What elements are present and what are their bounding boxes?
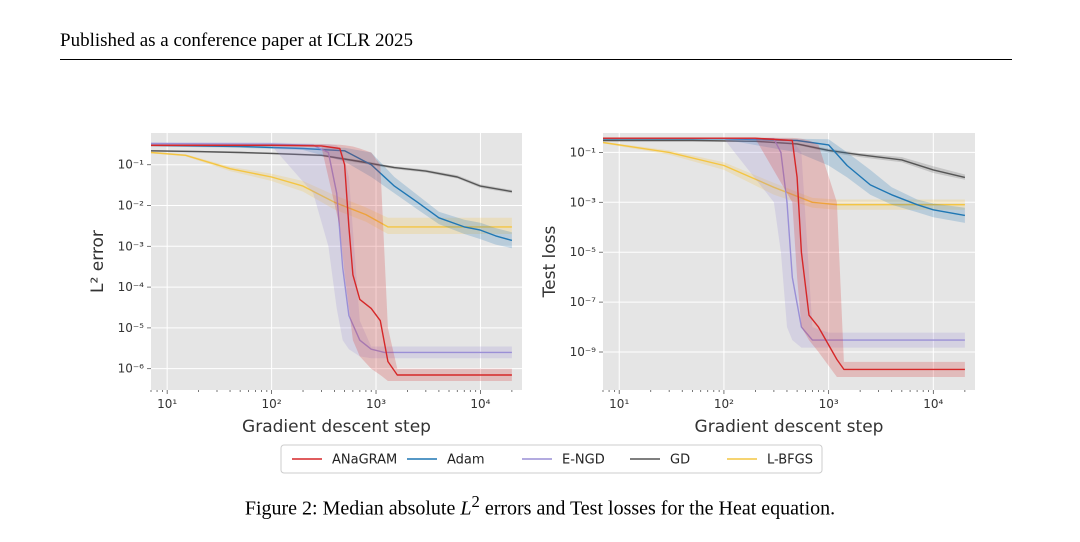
x-tick-label: 10¹ [157, 397, 177, 411]
band-e-ngd [603, 137, 965, 348]
panel-test-loss: 10¹ 10² 10³ 10⁴ 10⁻⁹ 10⁻⁷ 10⁻⁵ 10⁻³ 10⁻¹ Gradient… [540, 133, 975, 437]
figure-canvas: 10¹ 10² 10³ 10⁴ 10⁻⁶ 10⁻⁵ 10⁻⁴ 10⁻³ 10⁻² 10⁻¹ Grad… [88, 133, 975, 474]
x-tick-label: 10² [714, 397, 734, 411]
legend: ANaGRAM Adam E-NGD GD L-BFGS [280, 444, 823, 474]
x-tick-label: 10⁴ [923, 397, 943, 411]
running-header: Published as a conference paper at ICLR … [60, 30, 413, 51]
line-anagram [151, 144, 512, 376]
band-anagram [603, 137, 965, 377]
line-gd [603, 139, 966, 179]
band-e-ngd [151, 142, 512, 359]
legend-label-anagram: ANaGRAM [332, 453, 397, 468]
y-tick-label: 10⁻⁵ [570, 245, 597, 259]
line-l-bfgs [603, 141, 965, 206]
y-tick-label: 10⁻¹ [570, 145, 597, 159]
legend-label-l-bfgs: L-BFGS [767, 453, 813, 468]
caption-suffix: errors and Test losses for the Heat equa… [484, 497, 836, 520]
y-axis-label: L² error [88, 230, 108, 293]
y-tick-label: 10⁻⁵ [118, 321, 145, 335]
y-tick-label: 10⁻³ [118, 239, 145, 253]
plot-area [603, 133, 975, 390]
band-adam [603, 138, 965, 223]
line-anagram [603, 137, 965, 371]
line-gd [151, 150, 513, 193]
line-adam [603, 138, 966, 217]
panel-l2-error: 10¹ 10² 10³ 10⁴ 10⁻⁶ 10⁻⁵ 10⁻⁴ 10⁻³ 10⁻² 10⁻¹ Grad… [88, 133, 522, 437]
y-tick-label: 10⁻² [118, 199, 145, 213]
band-l-bfgs [151, 151, 512, 234]
y-tick-label: 10⁻⁷ [570, 295, 597, 309]
x-tick-label: 10⁴ [470, 397, 490, 411]
x-tick-label: 10² [262, 397, 282, 411]
legend-label-adam: Adam [447, 453, 485, 468]
y-tick-label: 10⁻⁹ [570, 345, 597, 359]
line-adam [151, 144, 513, 242]
band-gd [603, 139, 965, 180]
line-l-bfgs [151, 151, 512, 228]
y-tick-label: 10⁻³ [570, 195, 597, 209]
header-rule [60, 59, 1012, 60]
legend-label-e-ngd: E-NGD [562, 453, 605, 468]
y-tick-label: 10⁻⁴ [118, 280, 145, 294]
x-tick-label: 10³ [819, 397, 839, 411]
x-tick-label: 10¹ [609, 397, 629, 411]
y-tick-label: 10⁻⁶ [118, 362, 145, 376]
x-axis-label: Gradient descent step [695, 417, 884, 437]
legend-label-gd: GD [670, 453, 690, 468]
figure-caption: Figure 2: Median absolute L2 errors and … [0, 492, 1080, 521]
caption-sup: 2 [471, 492, 480, 511]
y-axis-label: Test loss [540, 225, 560, 298]
x-tick-label: 10³ [366, 397, 386, 411]
y-tick-label: 10⁻¹ [118, 158, 145, 172]
caption-prefix: Figure 2: Median absolute [244, 497, 456, 520]
plot-area [151, 133, 522, 390]
x-axis-label: Gradient descent step [242, 417, 431, 437]
caption-math: L [460, 497, 472, 520]
